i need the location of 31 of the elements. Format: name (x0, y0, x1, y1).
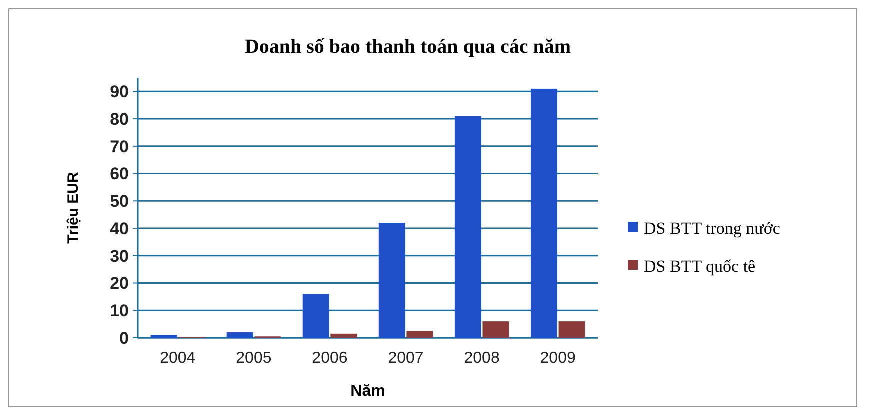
bar (302, 294, 330, 338)
bar (454, 116, 482, 338)
bar (530, 88, 558, 338)
y-tick-label: 20 (110, 274, 129, 294)
y-axis-title: Triệu EUR (65, 172, 82, 244)
legend-label: DS BTT trong nước (644, 218, 781, 238)
x-tick-label: 2006 (312, 350, 348, 367)
y-tick-label: 30 (110, 246, 129, 266)
bar (330, 334, 358, 338)
x-tick-label: 2008 (464, 350, 500, 367)
x-tick-label: 2007 (388, 350, 424, 367)
bar (226, 332, 254, 338)
bar (378, 223, 406, 338)
y-tick-label: 70 (110, 137, 129, 156)
bar (150, 335, 178, 338)
bar (406, 331, 434, 338)
bar (558, 322, 586, 338)
x-tick-label: 2004 (160, 350, 196, 367)
y-tick-label: 90 (110, 82, 129, 102)
y-tick-label: 10 (110, 302, 129, 321)
bar (482, 322, 510, 338)
x-axis-title: Năm (350, 383, 386, 400)
x-tick-label: 2005 (236, 350, 272, 367)
y-tick-label: 40 (110, 219, 129, 238)
y-tick-label: 80 (110, 110, 129, 130)
y-tick-label: 0 (120, 328, 129, 348)
legend-label: DS BTT quốc tê (644, 256, 756, 276)
x-tick-label: 2009 (540, 350, 576, 367)
y-tick-label: 50 (110, 192, 129, 212)
chart-title: Doanh số bao thanh toán qua các năm (244, 36, 572, 58)
y-tick-label: 60 (110, 164, 129, 184)
